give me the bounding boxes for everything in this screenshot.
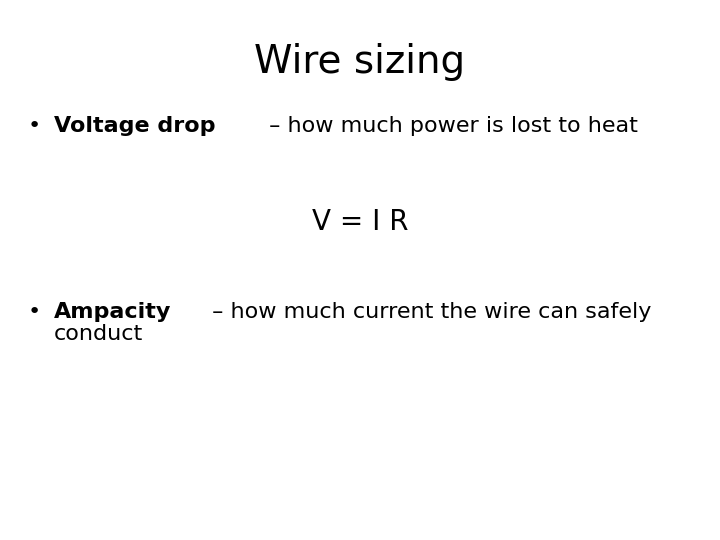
- Text: conduct: conduct: [54, 324, 143, 344]
- Text: – how much power is lost to heat: – how much power is lost to heat: [262, 116, 638, 136]
- Text: •: •: [28, 302, 41, 322]
- Text: – how much current the wire can safely: – how much current the wire can safely: [205, 302, 652, 322]
- Text: •: •: [28, 116, 41, 136]
- Text: V = I R: V = I R: [312, 208, 408, 236]
- Text: Voltage drop: Voltage drop: [54, 116, 215, 136]
- Text: Wire sizing: Wire sizing: [254, 43, 466, 81]
- Text: Ampacity: Ampacity: [54, 302, 171, 322]
